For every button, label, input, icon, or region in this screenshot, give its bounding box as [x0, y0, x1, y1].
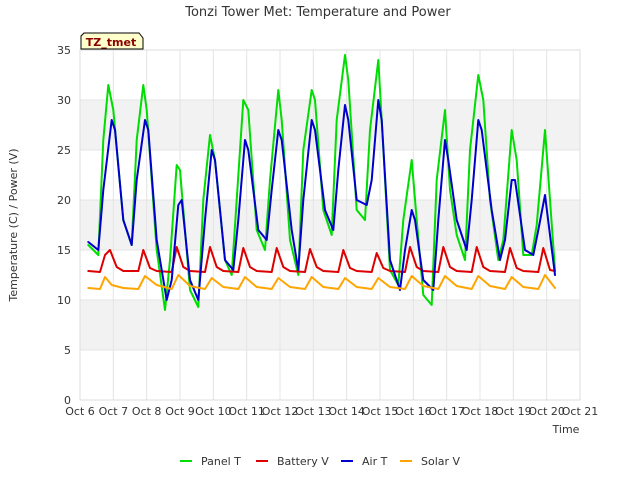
series-group — [87, 54, 556, 311]
x-tick-label: Oct 6 — [65, 405, 95, 418]
legend-label-solar-v: Solar V — [421, 455, 461, 468]
x-tick-label: Oct 17 — [428, 405, 465, 418]
y-tick-label: 10 — [57, 294, 71, 307]
plot-band — [80, 50, 580, 100]
x-tick-label: Oct 21 — [562, 405, 599, 418]
badge-label: TZ_tmet — [86, 36, 136, 49]
y-tick-label: 20 — [57, 194, 71, 207]
badge: TZ_tmet — [80, 32, 144, 50]
series-line-panel-t — [87, 54, 556, 311]
chart-title: Tonzi Tower Met: Temperature and Power — [184, 5, 451, 20]
y-axis-label: Temperature (C) / Power (V) — [7, 148, 20, 302]
x-tick-label: Oct 16 — [395, 405, 432, 418]
y-tick-label: 15 — [57, 244, 71, 257]
series-line-battery-v — [87, 246, 556, 273]
y-tick-label: 35 — [57, 44, 71, 57]
x-tick-label: Oct 13 — [295, 405, 332, 418]
x-axis-label: Time — [552, 423, 580, 436]
badge-box — [80, 32, 144, 50]
legend: Panel T Battery V Air T Solar V — [180, 455, 461, 468]
x-tick-label: Oct 12 — [262, 405, 299, 418]
series-line-air-t — [87, 99, 556, 301]
y-tick-label: 25 — [57, 144, 71, 157]
y-tick-label: 5 — [64, 344, 71, 357]
plot-band — [80, 150, 580, 200]
x-tick-label: Oct 10 — [195, 405, 232, 418]
plot-frame — [79, 49, 581, 401]
x-tick-label: Oct 18 — [462, 405, 499, 418]
x-tick-label: Oct 8 — [132, 405, 162, 418]
plot-band — [80, 250, 580, 300]
legend-label-air-t: Air T — [362, 455, 388, 468]
plot-band — [80, 300, 580, 350]
x-tick-label: Oct 20 — [528, 405, 565, 418]
y-tick-label: 0 — [64, 394, 71, 407]
legend-label-battery-v: Battery V — [277, 455, 329, 468]
y-axis-ticks: 0 5 10 15 20 25 30 35 — [57, 44, 71, 407]
x-tick-label: Oct 7 — [99, 405, 129, 418]
y-tick-label: 30 — [57, 94, 71, 107]
x-tick-label: Oct 14 — [328, 405, 365, 418]
x-tick-label: Oct 15 — [362, 405, 399, 418]
legend-label-panel-t: Panel T — [201, 455, 241, 468]
x-tick-label: Oct 11 — [228, 405, 265, 418]
series-line-solar-v — [87, 274, 556, 290]
plot-band — [80, 100, 580, 150]
plot-band — [80, 350, 580, 400]
x-tick-label: Oct 9 — [165, 405, 195, 418]
plot-background — [80, 50, 580, 400]
x-tick-label: Oct 19 — [495, 405, 532, 418]
